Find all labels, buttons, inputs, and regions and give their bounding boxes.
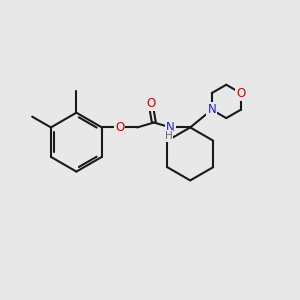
Text: N: N bbox=[166, 121, 175, 134]
Text: N: N bbox=[207, 103, 216, 116]
Text: O: O bbox=[146, 98, 156, 110]
Text: N: N bbox=[207, 103, 216, 116]
Text: O: O bbox=[236, 87, 245, 100]
Text: H: H bbox=[165, 131, 172, 141]
Text: O: O bbox=[115, 121, 124, 134]
